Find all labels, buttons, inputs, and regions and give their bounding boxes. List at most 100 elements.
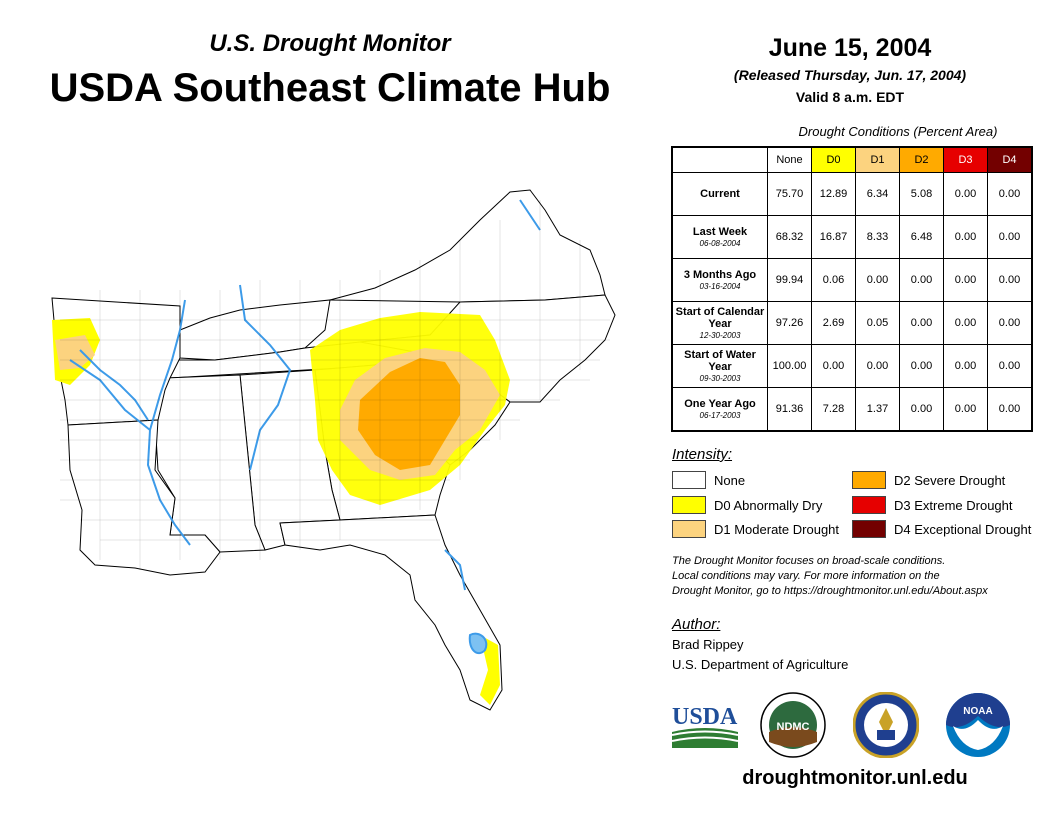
table-header-row: None D0 D1 D2 D3 D4 [672, 146, 1033, 173]
cell: 6.34 [855, 172, 900, 216]
cell: 0.00 [855, 344, 900, 388]
row-date: 12-30-2003 [699, 331, 741, 341]
valid-time: Valid 8 a.m. EDT [795, 89, 905, 105]
state-louisiana [67, 419, 221, 576]
author-label: Author: [672, 616, 721, 633]
table-row: Start of Calendar Year 12-30-2003 97.26 2… [671, 301, 1033, 345]
col-d3: D3 [943, 146, 988, 173]
d1-area-west [55, 335, 95, 370]
row-label: Start of Calendar Year [675, 305, 765, 331]
svg-text:NDMC: NDMC [777, 721, 810, 733]
legend-item-d1: D1 Moderate Drought [672, 520, 839, 538]
cell: 0.00 [987, 344, 1033, 388]
cell: 0.00 [899, 344, 944, 388]
cell: 0.00 [943, 258, 988, 302]
cell: 0.00 [855, 258, 900, 302]
d0-area-florida [480, 635, 500, 705]
col-d0: D0 [811, 146, 856, 173]
cell: 0.00 [987, 387, 1033, 432]
cell: 12.89 [811, 172, 856, 216]
table-row: Start of Water Year 09-30-2003 100.00 0.0… [671, 344, 1033, 388]
cell: 68.32 [767, 215, 812, 259]
legend-swatch [672, 520, 706, 538]
rivers [69, 199, 541, 655]
tennessee-river [239, 284, 292, 471]
legend-swatch [672, 471, 706, 489]
cell: 0.00 [943, 301, 988, 345]
cell: 0.00 [943, 215, 988, 259]
col-d4: D4 [987, 146, 1033, 173]
svg-text:NOAA: NOAA [963, 706, 992, 717]
map-title: USDA Southeast Climate Hub [49, 66, 611, 110]
legend-swatch [852, 520, 886, 538]
cell: 0.00 [811, 344, 856, 388]
row-date: 09-30-2003 [699, 374, 741, 384]
noaa-logo: NOAA [946, 693, 1010, 757]
cell: 2.69 [811, 301, 856, 345]
cell: 16.87 [811, 215, 856, 259]
cell: 0.00 [899, 258, 944, 302]
cell: 99.94 [767, 258, 812, 302]
col-d2: D2 [899, 146, 944, 173]
release-date: (Released Thursday, Jun. 17, 2004) [733, 67, 967, 83]
cell: 75.70 [767, 172, 812, 216]
cell: 6.48 [899, 215, 944, 259]
disclaimer-note: The Drought Monitor focuses on broad-sca… [672, 554, 1042, 599]
note-line: Drought Monitor, go to https://droughtmo… [672, 585, 988, 597]
arkansas-river [69, 359, 151, 431]
drought-map [51, 189, 616, 711]
valid-date: June 15, 2004 [768, 34, 932, 62]
cell: 8.33 [855, 215, 900, 259]
legend-label: D3 Extreme Drought [894, 497, 1013, 513]
legend-item-d2: D2 Severe Drought [852, 471, 1005, 489]
row-label: Current [700, 187, 740, 200]
table-row: One Year Ago 06-17-2003 91.36 7.28 1.37 0… [671, 387, 1033, 432]
cell: 0.00 [987, 215, 1033, 259]
drought-stats-table: None D0 D1 D2 D3 D4 Current 75.70 12.89 … [671, 146, 1033, 432]
row-label: One Year Ago [684, 398, 756, 411]
cell: 0.00 [899, 301, 944, 345]
legend-item-none: None [672, 471, 745, 489]
cell: 0.00 [899, 387, 944, 432]
note-line: The Drought Monitor focuses on broad-sca… [672, 555, 946, 567]
cell: 100.00 [767, 344, 812, 388]
row-date: 06-17-2003 [699, 410, 741, 420]
footer-url[interactable]: droughtmonitor.unl.edu [742, 767, 968, 789]
cell: 1.37 [855, 387, 900, 432]
legend-label: D4 Exceptional Drought [894, 521, 1032, 537]
cell: 0.00 [987, 258, 1033, 302]
row-label: 3 Months Ago [683, 269, 757, 282]
lake-okeechobee [468, 632, 488, 655]
red-river [79, 349, 149, 421]
legend-label: D1 Moderate Drought [714, 521, 840, 537]
usda-logo: USDA [672, 704, 738, 748]
cell: 0.00 [987, 172, 1033, 216]
cell: 5.08 [899, 172, 944, 216]
row-date: 03-16-2004 [699, 281, 741, 291]
cell: 0.00 [943, 172, 988, 216]
ndmc-logo: NDMC [760, 692, 826, 758]
legend-item-d3: D3 Extreme Drought [852, 496, 1013, 514]
legend-title: Intensity: [672, 446, 733, 463]
legend-label: D2 Severe Drought [894, 472, 1006, 488]
table-row: Current 75.70 12.89 6.34 5.08 0.00 0.00 [671, 172, 1033, 216]
cell: 0.05 [855, 301, 900, 345]
legend-label: D0 Abnormally Dry [714, 497, 823, 513]
row-date: 06-08-2004 [699, 238, 741, 248]
potomac-river [519, 199, 541, 231]
legend-item-d0: D0 Abnormally Dry [672, 496, 822, 514]
map-subtitle: U.S. Drought Monitor [209, 30, 451, 57]
cell: 0.00 [987, 301, 1033, 345]
drought-areas [52, 312, 510, 705]
col-none: None [767, 146, 812, 173]
row-label: Last Week [692, 226, 748, 239]
col-d1: D1 [855, 146, 900, 173]
table-row: 3 Months Ago 03-16-2004 99.94 0.06 0.00 0… [671, 258, 1033, 302]
st-johns-river [444, 549, 466, 591]
cell: 91.36 [767, 387, 812, 432]
cell: 0.00 [943, 387, 988, 432]
state-virginia [329, 189, 606, 303]
legend-swatch [852, 496, 886, 514]
legend-swatch [852, 471, 886, 489]
legend-swatch [672, 496, 706, 514]
